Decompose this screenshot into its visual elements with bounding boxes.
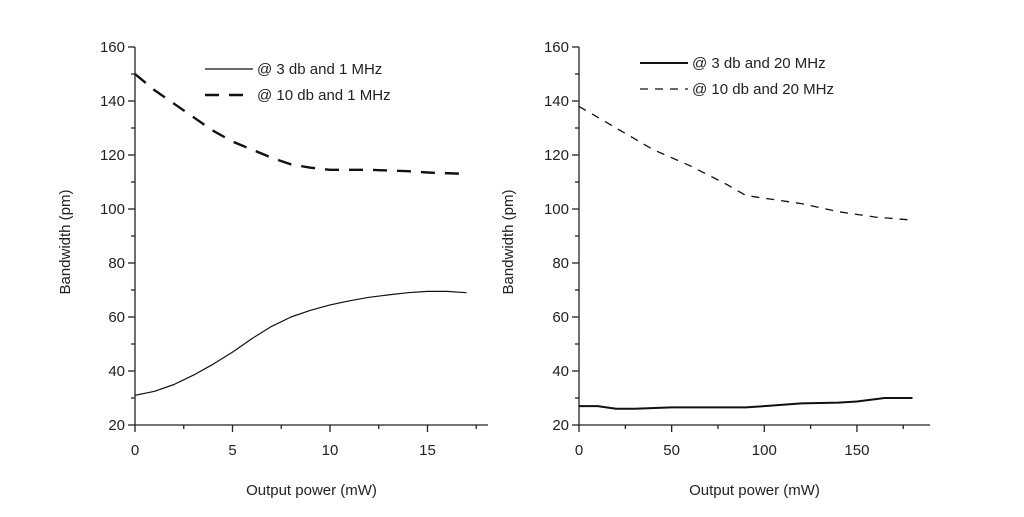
x-tick-label: 100 bbox=[752, 442, 777, 459]
y-tick-label: 40 bbox=[552, 363, 569, 380]
y-tick-label: 100 bbox=[544, 201, 569, 218]
y-tick-label: 80 bbox=[552, 255, 569, 272]
x-tick-label: 10 bbox=[322, 442, 339, 459]
x-tick-label: 5 bbox=[228, 442, 236, 459]
y-tick-label: 120 bbox=[100, 147, 125, 164]
series-line-0 bbox=[579, 397, 913, 410]
y-tick-label: 160 bbox=[100, 39, 125, 56]
right-chart: 20 40 60 80 100 120 140 160 0 50 100 150 Output powe… bbox=[500, 39, 930, 499]
series-line-0 bbox=[134, 290, 467, 396]
y-tick-label: 140 bbox=[100, 93, 125, 110]
y-tick-label: 140 bbox=[544, 93, 569, 110]
legend-label: @ 10 db and 1 MHz bbox=[257, 87, 391, 104]
x-tick-label: 50 bbox=[663, 442, 680, 459]
legend-label: @ 3 db and 1 MHz bbox=[257, 61, 382, 78]
x-tick-label: 150 bbox=[844, 442, 869, 459]
left-chart: 20 40 60 80 100 120 140 160 0 5 10 15 Output power (… bbox=[57, 39, 488, 499]
y-tick-label: 40 bbox=[108, 363, 125, 380]
y-tick-label: 60 bbox=[108, 309, 125, 326]
x-axis-label: Output power (mW) bbox=[689, 482, 820, 499]
y-tick-label: 20 bbox=[552, 417, 569, 434]
y-tick-label: 100 bbox=[100, 201, 125, 218]
y-tick-label: 80 bbox=[108, 255, 125, 272]
x-tick-label: 15 bbox=[419, 442, 436, 459]
legend-label: @ 10 db and 20 MHz bbox=[692, 81, 834, 98]
legend-label: @ 3 db and 20 MHz bbox=[692, 55, 826, 72]
series-line-1 bbox=[578, 105, 909, 221]
y-tick-label: 120 bbox=[544, 147, 569, 164]
y-tick-label: 160 bbox=[544, 39, 569, 56]
x-axis-label: Output power (mW) bbox=[246, 482, 377, 499]
y-axis-label: Bandwidth (pm) bbox=[500, 189, 517, 294]
x-tick-label: 0 bbox=[131, 442, 139, 459]
x-tick-label: 0 bbox=[575, 442, 583, 459]
series-line-1 bbox=[134, 73, 467, 176]
y-axis-label: Bandwidth (pm) bbox=[57, 189, 74, 294]
y-tick-label: 60 bbox=[552, 309, 569, 326]
y-tick-label: 20 bbox=[108, 417, 125, 434]
